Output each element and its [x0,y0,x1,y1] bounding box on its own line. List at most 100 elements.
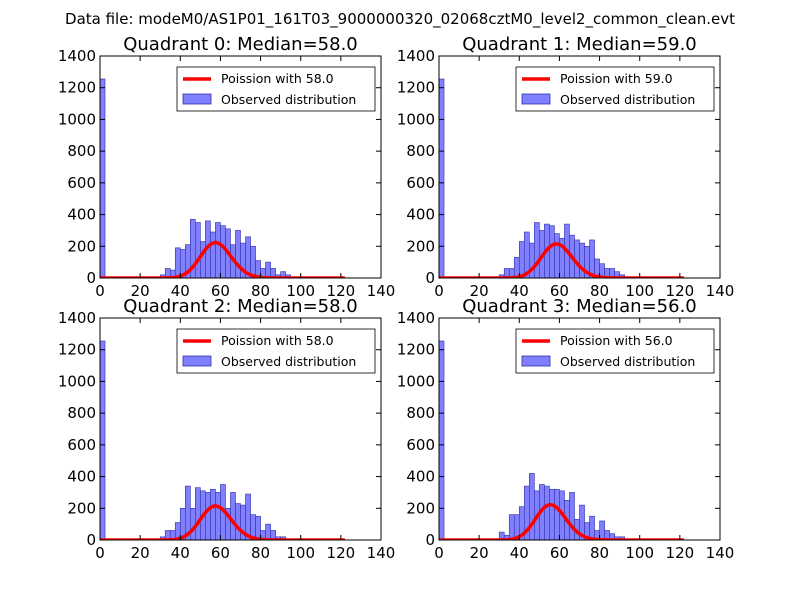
histogram-bar [230,492,236,540]
quadrant-panel-2: Quadrant 2: Median=58.0 0 20 40 60 80 100 120 14… [58,296,396,562]
poisson-curve [100,504,345,540]
x-tick-label: 120 [327,544,356,562]
legend-label-observed: Observed distribution [560,92,695,107]
histogram-bar [235,503,241,540]
y-tick-label: 0 [425,531,435,549]
histogram-bar [549,225,555,278]
histogram-bar [195,222,201,278]
legend-label-poisson: Poission with 56.0 [560,333,673,348]
y-tick-label: 1200 [397,79,435,97]
y-tick-label: 1000 [397,372,435,390]
histogram-bar [100,78,106,278]
x-tick-label: 80 [590,544,609,562]
x-tick-label: 40 [171,544,190,562]
y-tick-label: 600 [67,174,96,192]
x-tick-label: 100 [625,544,654,562]
y-tick-label: 400 [406,206,435,224]
x-tick-label: 100 [625,282,654,300]
quadrant-panel-3: Quadrant 3: Median=56.0 0 20 40 60 80 100 120 14… [397,296,735,562]
histogram-bar [265,261,271,278]
histogram-bar [235,230,241,278]
histogram-bar [518,241,525,278]
histogram-bar [439,78,445,278]
y-tick-label: 1200 [58,341,96,359]
panel-title: Quadrant 0: Median=58.0 [123,34,358,55]
y-tick-label: 1400 [58,309,96,327]
histogram-bar [569,492,575,540]
histogram-bar [439,340,445,540]
histogram-bar [549,488,555,540]
poisson-curve [100,240,345,278]
axes-frame [99,55,382,279]
x-tick-label: 20 [131,282,150,300]
x-tick-label: 140 [367,544,396,562]
y-tick-label: 200 [67,237,96,255]
histogram-bar [100,340,106,540]
x-tick-label: 80 [251,544,270,562]
legend-label-poisson: Poission with 58.0 [221,71,334,86]
legend: Poission with 59.0 Observed distribution [515,66,715,112]
legend-bar-swatch [521,93,551,105]
histogram-bar [265,523,271,540]
histogram-bar [255,515,261,540]
poisson-curve [439,503,684,540]
legend-bar-swatch [182,355,212,367]
y-tick-label: 0 [86,269,96,287]
x-tick-label: 0 [95,282,105,300]
histogram-bar [174,247,181,278]
y-tick-label: 800 [406,142,435,160]
y-tick-label: 1000 [58,110,96,128]
y-tick-label: 800 [67,404,96,422]
y-tick-label: 400 [67,468,96,486]
x-tick-label: 100 [286,544,315,562]
figure-suptitle: Data file: modeM0/AS1P01_161T03_90000003… [65,10,735,29]
legend-label-poisson: Poission with 59.0 [560,71,673,86]
x-tick-label: 100 [286,282,315,300]
y-tick-label: 1400 [397,47,435,65]
x-tick-label: 80 [251,282,270,300]
x-tick-label: 40 [171,282,190,300]
poisson-curve [439,242,684,278]
histogram-bar [534,222,540,278]
x-tick-label: 20 [470,282,489,300]
x-tick-label: 120 [327,282,356,300]
legend: Poission with 58.0 Observed distribution [176,328,376,374]
legend: Poission with 56.0 Observed distribution [515,328,715,374]
histogram-bar [220,225,226,278]
histogram-bar [190,507,196,540]
histogram-bar [599,520,605,540]
y-tick-label: 600 [406,174,435,192]
x-tick-label: 140 [706,282,735,300]
y-tick-label: 200 [67,499,96,517]
legend-label-observed: Observed distribution [221,92,356,107]
histogram-bar [579,242,585,278]
quadrant-panel-0: Quadrant 0: Median=58.0 0 20 40 60 80 100 120 14… [58,34,396,300]
y-tick-label: 0 [86,531,96,549]
histogram-bar [270,268,276,278]
x-tick-label: 60 [211,544,230,562]
y-tick-label: 200 [406,499,435,517]
legend-label-poisson: Poission with 58.0 [221,333,334,348]
histogram-bar [589,239,595,278]
y-tick-label: 1000 [397,110,435,128]
legend-label-observed: Observed distribution [560,354,695,369]
y-tick-label: 800 [67,142,96,160]
histogram-bar [200,241,206,278]
histogram-bar [195,487,201,540]
x-tick-label: 140 [706,544,735,562]
y-tick-label: 1400 [397,309,435,327]
y-tick-label: 0 [425,269,435,287]
x-tick-label: 0 [95,544,105,562]
legend: Poission with 58.0 Observed distribution [176,66,376,112]
histogram-bar [270,530,276,540]
y-tick-label: 400 [406,468,435,486]
axes-frame [438,55,721,279]
histogram-bar [554,488,560,540]
histogram-bar [529,473,535,540]
panel-title: Quadrant 2: Median=58.0 [123,296,358,317]
y-tick-label: 600 [406,436,435,454]
x-tick-label: 60 [550,282,569,300]
panel-title: Quadrant 3: Median=56.0 [462,296,697,317]
legend-bar-swatch [182,93,212,105]
